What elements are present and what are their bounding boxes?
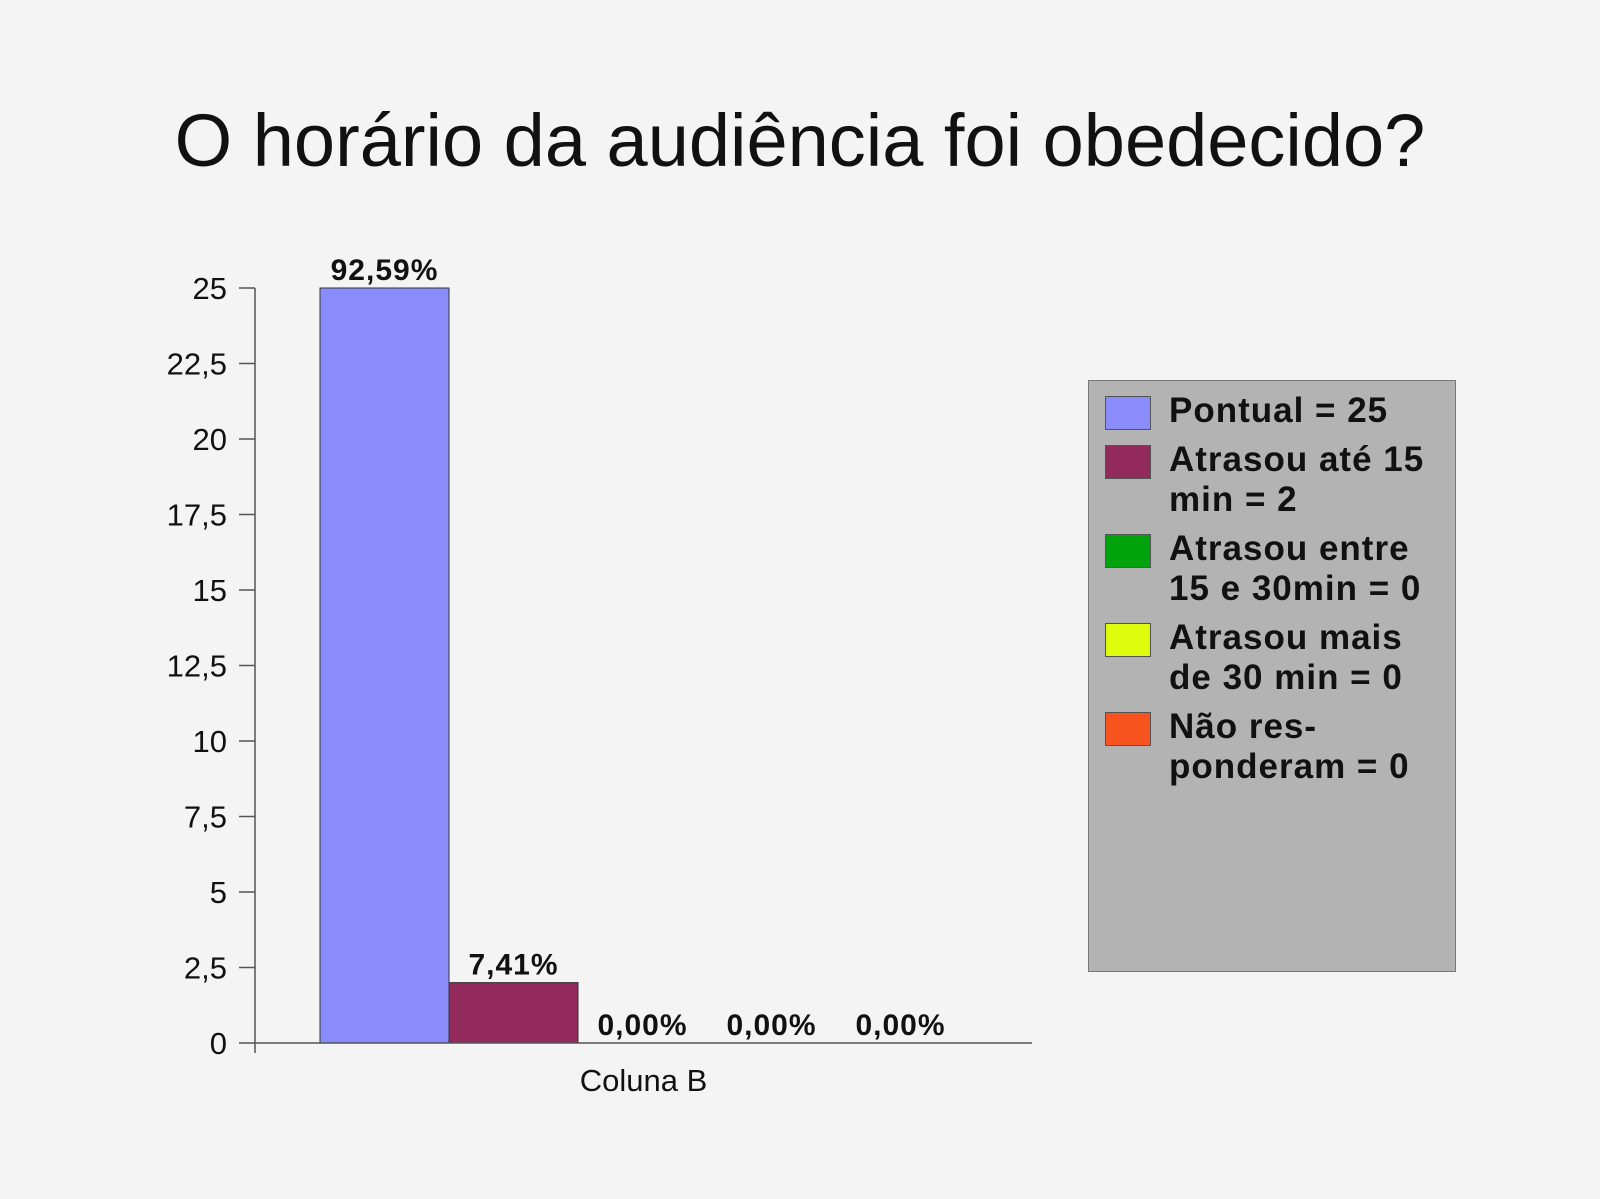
y-tick-label: 0 — [210, 1026, 227, 1061]
y-tick-label: 5 — [210, 875, 227, 910]
y-tick-label: 22,5 — [167, 347, 227, 382]
y-tick-label: 12,5 — [167, 649, 227, 684]
y-tick-label: 10 — [193, 724, 227, 759]
legend-item: Não res-ponderam = 0 — [1105, 707, 1455, 787]
bar-1 — [319, 287, 450, 1044]
legend-label: Pontual = 25 — [1169, 391, 1389, 430]
x-category-label: Coluna B — [580, 1063, 708, 1098]
legend-item: Pontual = 25 — [1105, 391, 1455, 431]
bar-data-label: 92,59% — [331, 254, 439, 287]
y-tick-label: 7,5 — [184, 800, 227, 835]
legend-swatch — [1105, 623, 1151, 657]
legend: Pontual = 25 Atrasou até 15 min = 2 Atraso… — [1088, 380, 1456, 972]
bar-data-label: 0,00% — [597, 1009, 687, 1042]
y-tick-label: 17,5 — [167, 498, 227, 533]
chart-title: O horário da audiência foi obedecido? — [174, 99, 1426, 182]
legend-swatch — [1105, 396, 1151, 430]
bar-data-label: 0,00% — [726, 1009, 816, 1042]
legend-item: Atrasou mais de 30 min = 0 — [1105, 618, 1455, 698]
y-axis: 0 2,5 5 7,5 10 12,5 15 17,5 20 22,5 25 — [167, 271, 256, 1061]
bars: 92,59% 7,41% 0,00% 0,00% 0,00% — [319, 254, 945, 1044]
legend-label: Não res-ponderam = 0 — [1169, 707, 1410, 786]
y-tick-label: 25 — [193, 271, 227, 306]
y-tick-label: 2,5 — [184, 951, 227, 986]
legend-label: Atrasou até 15 min = 2 — [1169, 440, 1425, 519]
legend-swatch — [1105, 534, 1151, 568]
x-axis: Coluna B — [255, 1042, 1032, 1098]
y-tick-label: 15 — [193, 573, 227, 608]
bar-data-label: 0,00% — [855, 1009, 945, 1042]
legend-swatch — [1105, 712, 1151, 746]
bar-data-label: 7,41% — [468, 949, 558, 982]
legend-label: Atrasou entre 15 e 30min = 0 — [1169, 529, 1422, 608]
legend-swatch — [1105, 445, 1151, 479]
legend-item: Atrasou até 15 min = 2 — [1105, 440, 1455, 520]
y-tick-label: 20 — [193, 422, 227, 457]
legend-label: Atrasou mais de 30 min = 0 — [1169, 618, 1403, 697]
bar-2 — [448, 982, 579, 1044]
legend-item: Atrasou entre 15 e 30min = 0 — [1105, 529, 1455, 609]
